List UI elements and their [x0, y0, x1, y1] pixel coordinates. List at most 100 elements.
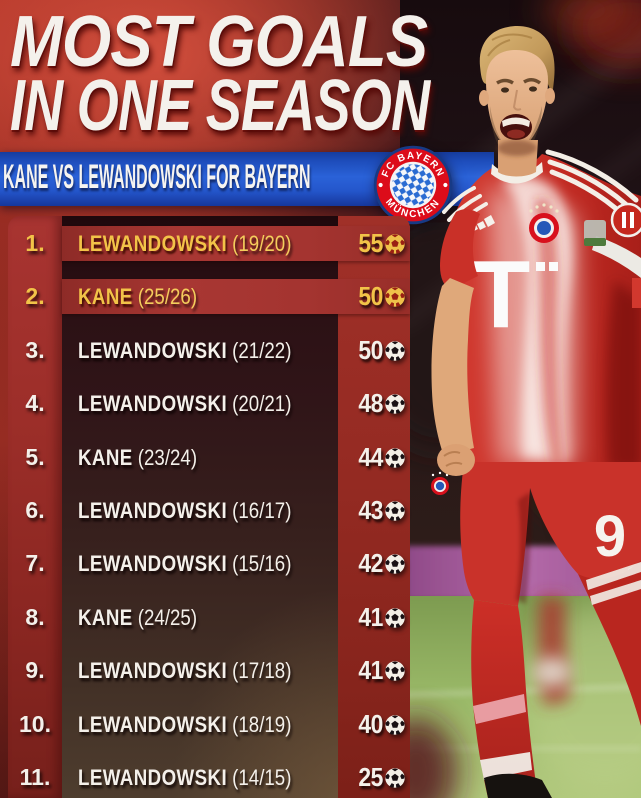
- table-row: 8. KANE (24/25) 41: [8, 591, 410, 644]
- goals-value: 55: [358, 228, 383, 258]
- title-line-2: IN ONE SEASON: [10, 66, 430, 146]
- goals-cell: 50: [334, 281, 410, 312]
- player-cell: LEWANDOWSKI (20/21): [62, 391, 334, 417]
- kane-arm-sleeve: [440, 209, 480, 290]
- player-name: LEWANDOWSKI: [78, 230, 228, 256]
- player-cell: KANE (25/26): [62, 284, 334, 310]
- goals-value: 41: [358, 655, 383, 685]
- kane-forearm: [431, 278, 474, 456]
- goals-cell: 25: [334, 762, 410, 793]
- sock-white-band: [480, 752, 532, 780]
- banner-title: KANE VS LEWANDOWSKI FOR BAYERN: [3, 157, 311, 196]
- armband: [632, 278, 641, 308]
- season-label: (25/26): [137, 283, 198, 309]
- goals-cell: 42: [334, 548, 410, 579]
- season-label: (17/18): [232, 657, 292, 683]
- goals-cell: 43: [334, 495, 410, 526]
- player-name: KANE: [78, 283, 133, 309]
- player-cell: LEWANDOWSKI (15/16): [62, 551, 334, 577]
- table-row: 7. LEWANDOWSKI (15/16) 42: [8, 537, 410, 590]
- season-label: (14/15): [232, 764, 292, 790]
- kane-eyebrow: [496, 78, 514, 85]
- player-name: LEWANDOWSKI: [78, 764, 228, 790]
- sleeve-cuff: [592, 236, 641, 278]
- season-label: (24/25): [137, 604, 198, 630]
- soccer-ball-icon: [385, 447, 405, 468]
- kane-photo: T 9: [431, 26, 641, 798]
- player-name: KANE: [78, 444, 133, 470]
- rank-cell: 4.: [25, 390, 45, 416]
- bayern-crest-chest: [529, 203, 559, 243]
- sock-pink-band: [473, 694, 526, 724]
- goals-value: 41: [358, 602, 383, 632]
- soccer-ball-icon: [385, 500, 405, 521]
- kane-fist: [437, 444, 475, 476]
- rank-cell: 3.: [25, 337, 45, 363]
- title-line-1: MOST GOALS: [10, 2, 428, 82]
- player-cell: LEWANDOWSKI (18/19): [62, 712, 334, 738]
- player-cell: KANE (24/25): [62, 605, 334, 631]
- season-label: (23/24): [137, 444, 198, 470]
- soccer-ball-icon: [385, 553, 405, 574]
- kane-shorts: [460, 462, 641, 606]
- season-label: (18/19): [232, 711, 292, 737]
- player-cell: LEWANDOWSKI (19/20): [62, 231, 334, 257]
- goals-cell: 44: [334, 442, 410, 473]
- goals-cell: 55: [334, 228, 410, 259]
- kane-eye: [501, 87, 509, 93]
- player-cell: LEWANDOWSKI (16/17): [62, 498, 334, 524]
- season-label: (16/17): [232, 497, 292, 523]
- season-label: (15/16): [232, 550, 292, 576]
- rank-cell: 8.: [25, 604, 45, 630]
- telekom-logo: T: [448, 241, 558, 348]
- player-name: LEWANDOWSKI: [78, 657, 228, 683]
- season-label: (21/22): [232, 337, 292, 363]
- player-cell: KANE (23/24): [62, 445, 334, 471]
- player-name: LEWANDOWSKI: [78, 337, 228, 363]
- fc-bayern-logo: FC BAYERN MÜNCHEN: [373, 145, 453, 225]
- goals-value: 44: [358, 442, 383, 472]
- right-sock-stripe: [586, 562, 641, 590]
- boot: [484, 773, 552, 798]
- player-name: KANE: [78, 604, 133, 630]
- rank-cell: 5.: [25, 444, 45, 470]
- rank-cell: 11.: [19, 764, 51, 790]
- table-row: 6. LEWANDOWSKI (16/17) 43: [8, 484, 410, 537]
- table-row: 9. LEWANDOWSKI (17/18) 41: [8, 644, 410, 697]
- kane-nose: [512, 89, 522, 111]
- table-row: 3. LEWANDOWSKI (21/22) 50: [8, 324, 410, 377]
- player-cell: LEWANDOWSKI (14/15): [62, 765, 334, 791]
- soccer-ball-icon: [385, 607, 405, 628]
- kane-head: [479, 26, 555, 177]
- season-label: (20/21): [232, 390, 292, 416]
- table-row: 1. LEWANDOWSKI (19/20) 55: [8, 217, 410, 270]
- player-name: LEWANDOWSKI: [78, 497, 228, 523]
- jersey-collar: [491, 162, 543, 184]
- rank-column-bg: [8, 216, 62, 798]
- goals-value: 42: [358, 548, 383, 578]
- goals-cell: 41: [334, 602, 410, 633]
- soccer-ball-icon: [385, 767, 405, 788]
- adidas-logo-chest: [470, 215, 495, 232]
- svg-text:T: T: [472, 241, 531, 348]
- soccer-ball-icon: [385, 340, 405, 361]
- rank-cell: 9.: [25, 657, 45, 683]
- goals-cell: 41: [334, 655, 410, 686]
- goals-cell: 50: [334, 335, 410, 366]
- player-cell: LEWANDOWSKI (17/18): [62, 658, 334, 684]
- goals-value: 50: [358, 281, 383, 311]
- rank-cell: 1.: [25, 230, 45, 256]
- season-label: (19/20): [232, 230, 292, 256]
- player-name: LEWANDOWSKI: [78, 390, 228, 416]
- player-name: LEWANDOWSKI: [78, 550, 228, 576]
- goals-value: 50: [358, 335, 383, 365]
- rank-cell: 10.: [19, 711, 51, 737]
- goals-value: 48: [358, 388, 383, 418]
- kane-ear: [479, 90, 489, 106]
- table-row: 11. LEWANDOWSKI (14/15) 25: [8, 751, 410, 798]
- sleeve-round-patch: [610, 202, 641, 238]
- table-row: 4. LEWANDOWSKI (20/21) 48: [8, 377, 410, 430]
- bundesliga-sleeve-patch: [584, 220, 606, 246]
